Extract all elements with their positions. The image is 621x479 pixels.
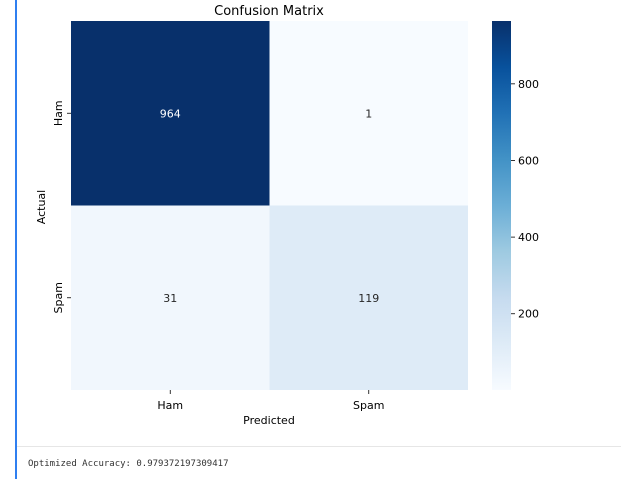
x-axis-ticks: Ham Spam [157, 390, 384, 412]
colorbar [492, 21, 511, 390]
y-tick-label: Ham [52, 100, 65, 126]
heatmap-cell [269, 205, 468, 390]
heatmap-cell [269, 21, 468, 206]
colorbar-tick-label: 400 [518, 231, 539, 244]
colorbar-tick-label: 600 [518, 154, 539, 167]
output-divider [17, 446, 621, 447]
colorbar-ticks: 200 400 600 800 [511, 78, 539, 321]
cell-gutter-bar [15, 0, 17, 479]
cell-annotation: 1 [365, 107, 372, 120]
colorbar-tick-label: 200 [518, 308, 539, 321]
x-tick-label: Ham [157, 399, 183, 412]
colorbar-tick-label: 800 [518, 78, 539, 91]
cell-annotation: 964 [160, 107, 181, 120]
x-tick-label: Spam [353, 399, 384, 412]
y-axis-ticks: Ham Spam [52, 100, 71, 313]
accuracy-output: Optimized Accuracy: 0.979372197309417 [28, 459, 229, 469]
heatmap-cell [71, 21, 270, 206]
cell-annotation: 119 [358, 292, 379, 305]
chart-title: Confusion Matrix [214, 4, 324, 19]
x-axis-label: Predicted [243, 414, 295, 427]
heatmap-annotations: 964 1 31 119 [160, 107, 380, 305]
confusion-matrix-chart: Confusion Matrix 964 1 31 119 Ham Spam Ham Sp… [35, 4, 539, 427]
heatmap-cell [71, 205, 270, 390]
y-tick-label: Spam [52, 282, 65, 313]
y-axis-label: Actual [35, 190, 48, 224]
cell-annotation: 31 [163, 292, 177, 305]
heatmap-cells [71, 21, 468, 390]
